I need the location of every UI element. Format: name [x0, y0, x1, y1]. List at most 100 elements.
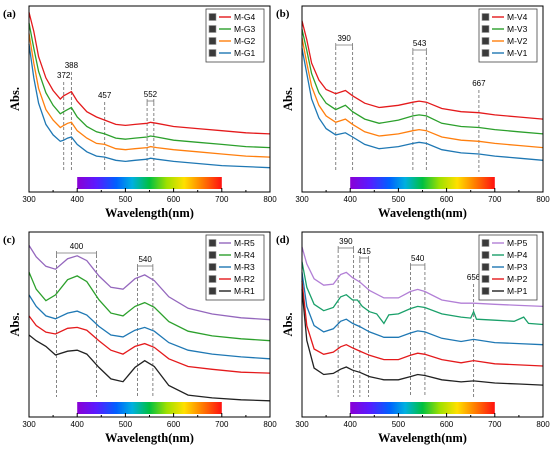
x-tick-label: 500 [392, 195, 406, 204]
y-axis-label: Abs. [281, 313, 295, 337]
peak-label: 540 [411, 254, 425, 263]
series-line-M-R3 [28, 294, 271, 360]
series-line-M-R4 [28, 271, 271, 342]
legend-label: M-P4 [507, 250, 528, 260]
legend-label: M-P3 [507, 262, 528, 272]
peak-label: 540 [138, 255, 152, 264]
peak-annotation: 667 [472, 79, 486, 172]
panel-d: 390 415 540 656 300 400 500 600 700 800 Wavelength… [276, 231, 550, 445]
x-tick-label: 600 [167, 195, 181, 204]
series-line-M-R2 [28, 315, 271, 374]
x-axis-label: Wavelength(nm) [378, 206, 467, 220]
x-tick-label: 500 [119, 420, 133, 429]
x-tick-label: 700 [488, 420, 502, 429]
sample-thumbnail-icon [208, 25, 217, 33]
peak-label: 552 [144, 90, 158, 99]
peak-annotation: 390 [335, 34, 354, 172]
legend-item: M-P2 [481, 274, 528, 284]
legend-item: M-R3 [208, 262, 255, 272]
legend-item: M-G2 [208, 36, 256, 46]
series-line-M-G3 [28, 22, 271, 149]
visible-spectrum-bar [350, 402, 495, 414]
peak-label: 667 [472, 79, 486, 88]
x-tick-label: 800 [263, 195, 277, 204]
visible-spectrum-bar [350, 177, 495, 189]
legend-label: M-G2 [234, 36, 256, 46]
series-line-M-P1 [301, 289, 544, 386]
x-axis-label: Wavelength(nm) [105, 431, 194, 445]
sample-thumbnail-icon [208, 263, 217, 271]
x-tick-label: 700 [215, 420, 229, 429]
peak-label: 390 [339, 237, 353, 246]
peak-label: 415 [357, 247, 371, 256]
sample-thumbnail-icon [481, 49, 490, 57]
x-tick-label: 400 [71, 195, 85, 204]
panel-label: (c) [3, 234, 16, 246]
y-axis-label: Abs. [8, 313, 22, 337]
panel-c: 400 540 300 400 500 600 700 800 Wavelength(nm) Ab… [3, 231, 277, 445]
legend-item: M-G4 [208, 12, 256, 22]
y-axis-label: Abs. [281, 87, 295, 111]
series-line-M-R5 [28, 245, 271, 321]
series-line-M-G2 [28, 33, 271, 158]
series-line-M-G1 [28, 43, 271, 169]
panel-label: (b) [276, 8, 290, 20]
x-tick-label: 300 [295, 420, 309, 429]
peak-label: 400 [70, 242, 84, 251]
legend-item: M-R1 [208, 286, 255, 296]
peak-annotation: 543 [412, 39, 427, 172]
series-line-M-G4 [28, 12, 271, 135]
sample-thumbnail-icon [208, 49, 217, 57]
legend-label: M-G4 [234, 12, 256, 22]
sample-thumbnail-icon [481, 275, 490, 283]
peak-annotation: 540 [136, 255, 154, 397]
sample-thumbnail-icon [481, 13, 490, 21]
peak-annotation: 552 [144, 90, 158, 172]
legend-label: M-V3 [507, 24, 528, 34]
legend-item: M-R4 [208, 250, 255, 260]
legend-label: M-V4 [507, 12, 528, 22]
x-tick-label: 300 [22, 420, 36, 429]
legend-label: M-G1 [234, 48, 256, 58]
sample-thumbnail-icon [208, 275, 217, 283]
legend: M-P5 M-P4 M-P3 M-P2 M-P1 [478, 234, 538, 301]
y-axis-label: Abs. [8, 87, 22, 111]
legend-label: M-P1 [507, 286, 528, 296]
legend: M-V4 M-V3 M-V2 M-V1 [478, 8, 538, 63]
sample-thumbnail-icon [481, 239, 490, 247]
legend-label: M-P5 [507, 238, 528, 248]
panel-label: (d) [276, 234, 290, 246]
x-tick-label: 600 [440, 195, 454, 204]
peak-label: 390 [337, 34, 351, 43]
legend-item: M-P4 [481, 250, 528, 260]
sample-thumbnail-icon [481, 287, 490, 295]
peak-annotation: 390 [337, 237, 355, 397]
sample-thumbnail-icon [481, 251, 490, 259]
legend-item: M-P1 [481, 286, 528, 296]
x-tick-label: 600 [440, 420, 454, 429]
peak-label: 457 [98, 91, 112, 100]
legend-label: M-V2 [507, 36, 528, 46]
series-line-M-V4 [301, 20, 544, 120]
peak-label: 388 [65, 61, 79, 70]
sample-thumbnail-icon [481, 25, 490, 33]
legend-label: M-R4 [234, 250, 255, 260]
peak-label: 372 [57, 71, 71, 80]
x-axis-label: Wavelength(nm) [378, 431, 467, 445]
x-tick-label: 400 [344, 195, 358, 204]
peak-annotation: 372 [57, 71, 71, 172]
series-line-M-V2 [301, 37, 544, 149]
x-tick-label: 400 [344, 420, 358, 429]
x-tick-label: 500 [392, 420, 406, 429]
series-line-M-V1 [301, 48, 544, 161]
x-tick-label: 400 [71, 420, 85, 429]
x-axis-label: Wavelength(nm) [105, 206, 194, 220]
sample-thumbnail-icon [208, 251, 217, 259]
peak-label: 543 [413, 39, 427, 48]
series-line-M-P2 [301, 280, 544, 367]
legend-item: M-P5 [481, 238, 528, 248]
legend-item: M-P3 [481, 262, 528, 272]
series-line-M-V3 [301, 29, 544, 135]
legend-item: M-V4 [481, 12, 528, 22]
legend-label: M-P2 [507, 274, 528, 284]
